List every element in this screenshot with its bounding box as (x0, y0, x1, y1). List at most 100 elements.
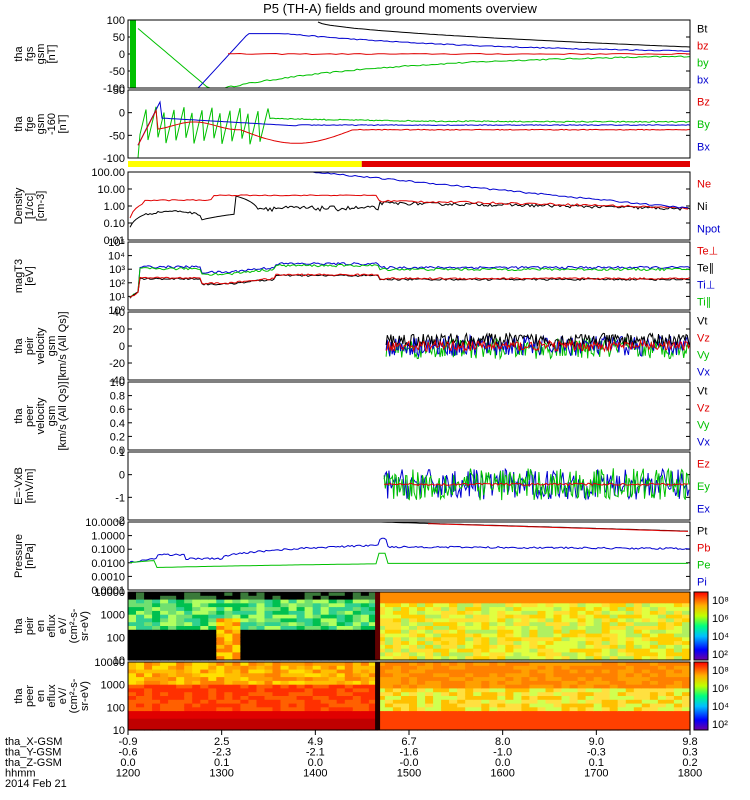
spec-cell (529, 592, 538, 597)
ylabel-peerspec-3: eflux (46, 684, 58, 708)
spec-cell (368, 599, 378, 604)
spec-cell (376, 610, 386, 616)
spec-cell (553, 665, 563, 671)
spec-cell (336, 626, 346, 631)
spec-cell (360, 656, 370, 661)
spec-cell (264, 726, 274, 731)
spec-cell (433, 629, 442, 635)
spec-cell (208, 692, 217, 697)
spec-cell (673, 665, 683, 671)
spec-cell (537, 641, 547, 646)
spec-cell (641, 707, 651, 712)
spec-cell (513, 614, 522, 620)
spec-cell (497, 595, 506, 601)
spec-cell (168, 618, 177, 623)
spec-cell (665, 641, 675, 646)
spec-cell (152, 618, 161, 623)
spec-cell (441, 629, 450, 635)
spec-cell (224, 684, 233, 690)
spec-cell (649, 610, 659, 616)
spec-cell (200, 644, 209, 650)
spec-cell (641, 696, 651, 701)
spec-cell (425, 699, 434, 705)
spec-cell (296, 637, 306, 642)
spec-cell (320, 699, 330, 705)
spec-cell (376, 665, 386, 671)
spec-cell (665, 614, 675, 620)
spec-cell (641, 688, 651, 693)
spec-cell (128, 644, 137, 650)
spec-cell (457, 665, 466, 671)
spec-cell (665, 595, 675, 601)
spec-cell (417, 673, 426, 678)
spec-cell (336, 714, 346, 720)
spec-cell (561, 711, 571, 716)
spec-cell (168, 692, 177, 697)
spec-cell (288, 677, 298, 682)
spec-cell (344, 688, 354, 693)
spec-cell (232, 641, 241, 646)
spec-cell (328, 618, 338, 623)
spec-cell (553, 680, 563, 686)
spec-cell (513, 610, 522, 616)
spec-cell (537, 599, 547, 604)
spec-cell (176, 599, 185, 604)
ylabel-fge-2: gsm (35, 114, 47, 135)
spec-cell (128, 622, 137, 627)
spec-cell (368, 603, 378, 608)
spec-cell (441, 599, 450, 604)
spec-cell (248, 656, 257, 661)
spec-cell (529, 684, 538, 690)
spec-cell (593, 703, 603, 708)
spec-cell (248, 662, 257, 667)
spec-cell (224, 599, 233, 604)
spec-cell (657, 644, 667, 650)
spec-cell (352, 692, 362, 697)
spec-cell (449, 665, 458, 671)
spec-cell (473, 680, 482, 686)
spec-cell (272, 696, 282, 701)
spec-cell (200, 692, 209, 697)
spec-cell (384, 641, 394, 646)
spec-cell (200, 677, 209, 682)
spec-cell (376, 648, 386, 654)
spec-cell (248, 633, 257, 638)
spec-cell (593, 722, 603, 727)
spec-cell (665, 610, 675, 616)
spec-cell (224, 652, 233, 657)
spec-cell (200, 592, 209, 597)
spec-cell (673, 626, 683, 631)
spec-cell (529, 595, 538, 601)
legend-temp-Ti⊥: Ti⊥ (697, 280, 715, 292)
spec-cell (682, 626, 691, 631)
spec-cell (585, 722, 595, 727)
spec-cell (344, 669, 354, 674)
spec-cell (417, 692, 426, 697)
spec-cell (280, 644, 290, 650)
spec-cell (425, 718, 434, 724)
legend-density-Ne: Ne (697, 178, 711, 190)
spec-cell (320, 684, 330, 690)
spec-cell (417, 629, 426, 635)
spec-cell (128, 595, 137, 601)
spec-cell (352, 622, 362, 627)
spec-cell (465, 626, 474, 631)
spec-cell (529, 599, 538, 604)
spec-cell (433, 722, 442, 727)
spec-cell (401, 614, 410, 620)
spec-cell (224, 656, 233, 661)
spec-cell (569, 669, 579, 674)
spec-cell (176, 592, 185, 597)
spec-cell (312, 614, 322, 620)
spec-cell (441, 610, 450, 616)
ylabel-density-0: Density (13, 187, 25, 224)
spec-cell (128, 688, 137, 693)
spec-cell (392, 595, 402, 601)
spec-cell (160, 641, 169, 646)
spec-cell (409, 665, 418, 671)
spec-cell (585, 641, 595, 646)
